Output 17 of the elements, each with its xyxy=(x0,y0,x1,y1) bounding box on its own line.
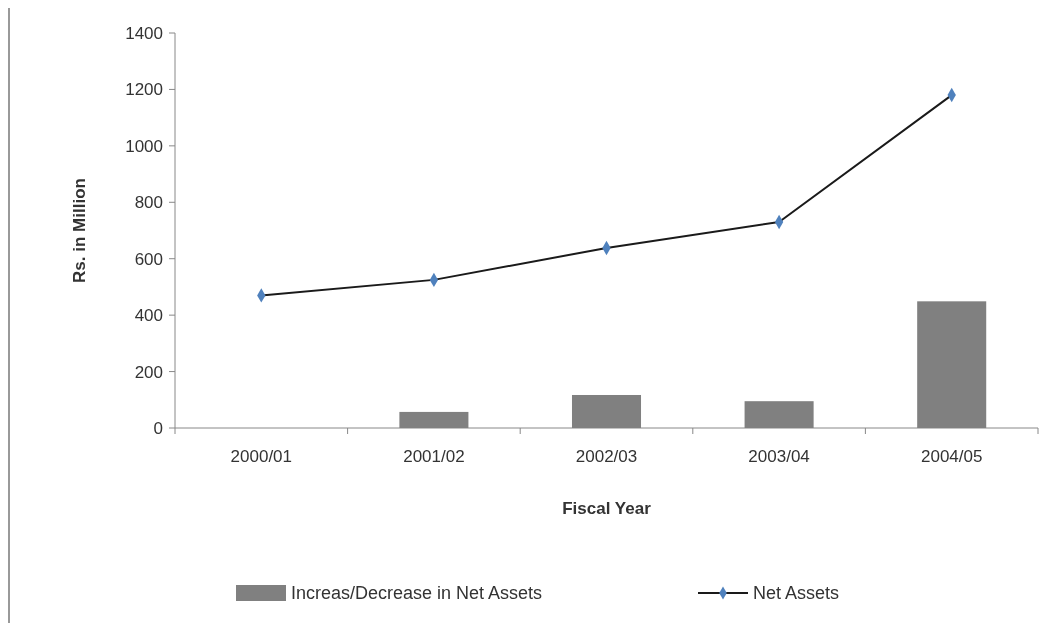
y-tick-label: 200 xyxy=(134,362,163,382)
legend-label: Increas/Decrease in Net Assets xyxy=(291,583,543,604)
x-tick-label: 2004/05 xyxy=(920,447,983,466)
y-axis-title: Rs. in Million xyxy=(70,178,89,283)
y-tick-label: 0 xyxy=(153,418,163,438)
y-tick-label: 1200 xyxy=(125,80,163,100)
y-tick-label: 800 xyxy=(134,193,163,213)
y-tick-label: 1400 xyxy=(125,23,163,43)
y-tick-label: 1000 xyxy=(125,136,163,156)
x-tick-label: 2000/01 xyxy=(230,447,293,466)
y-tick-label: 600 xyxy=(134,249,163,269)
legend-label: Net Assets xyxy=(753,583,840,604)
y-tick-label: 400 xyxy=(134,306,163,326)
x-tick-label: 2003/04 xyxy=(748,447,810,466)
x-tick-label: 2002/03 xyxy=(575,447,638,466)
x-axis-title: Fiscal Year xyxy=(562,499,652,518)
x-tick-label: 2001/02 xyxy=(403,447,465,466)
